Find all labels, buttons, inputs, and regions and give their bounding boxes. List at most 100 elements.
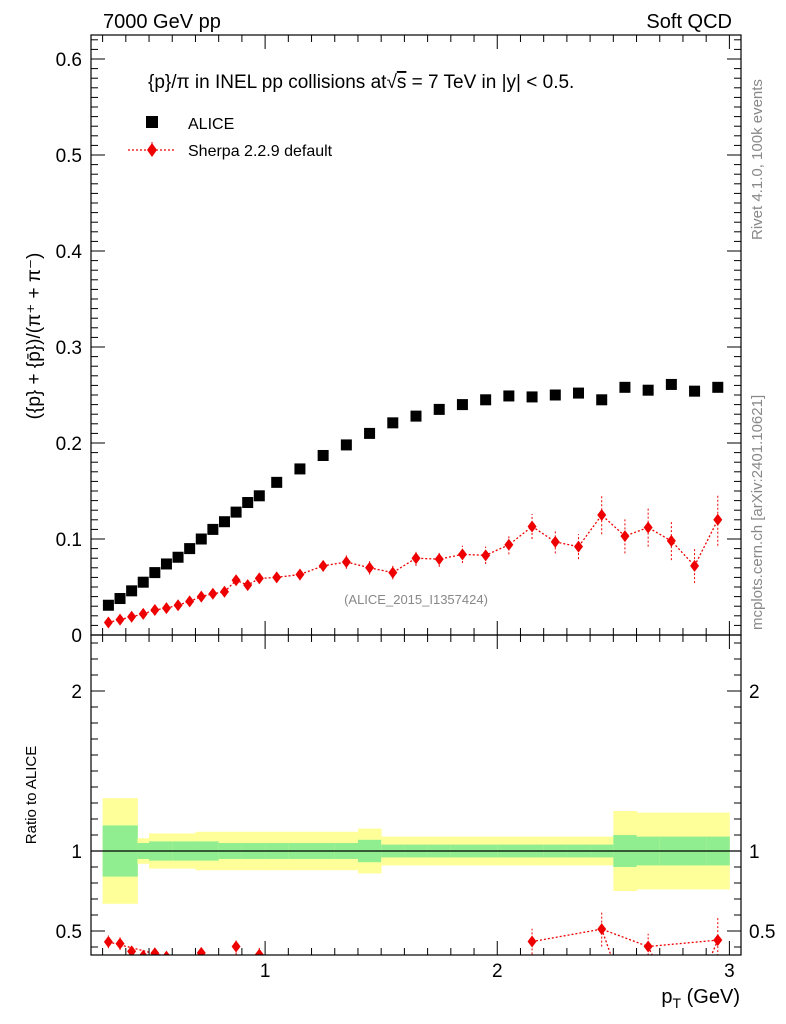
ratio-y-tick-label-left: 1 (71, 842, 82, 863)
legend-sherpa-marker (147, 143, 157, 157)
main-y-tick-label: 0.1 (56, 530, 82, 551)
sherpa-point (666, 534, 676, 547)
x-tick-label: 3 (724, 961, 735, 982)
sherpa-point (161, 602, 171, 615)
ratio-y-tick-label-right: 0.5 (749, 922, 775, 943)
ratio-y-tick-labels: 0.5 0.5 1 1 2 2 (56, 682, 776, 943)
ratio-axis-ticks (91, 635, 741, 955)
mcplots-label: mcplots.cern.ch [arXiv:2401.10621] (749, 395, 766, 630)
alice-point (433, 403, 445, 415)
legend: ALICE Sherpa 2.2.9 default (128, 116, 333, 160)
ratio-sherpa-line (531, 928, 718, 948)
sherpa-point (196, 590, 206, 603)
sherpa-point (597, 509, 607, 521)
ratio-sherpa-point (103, 935, 113, 948)
header-right-label: Soft QCD (646, 11, 732, 33)
sherpa-point (713, 513, 723, 526)
ratio-sherpa-point (127, 945, 137, 955)
sherpa-point (295, 568, 305, 581)
ratio-panel: 0.5 0.5 1 1 2 2 1 2 3 Ratio to ALICE pT (GeV) (23, 634, 776, 1011)
main-axis-ticks (91, 35, 741, 636)
alice-point (573, 387, 584, 399)
alice-point (230, 506, 242, 518)
ratio-y-tick-label-left: 0.5 (56, 922, 82, 943)
analysis-tag: (ALICE_2015_I1357424) (344, 592, 488, 607)
sherpa-point (219, 585, 229, 598)
alice-point (184, 543, 196, 555)
legend-alice-label: ALICE (188, 116, 234, 133)
x-axis-title-sub: T (673, 995, 682, 1011)
alice-point (712, 381, 724, 393)
ratio-frame (90, 634, 742, 956)
alice-point (172, 551, 184, 563)
ratio-sherpa-line-offscale (601, 928, 612, 955)
chart-title-sqrt: √ (386, 72, 397, 93)
sherpa-point (243, 579, 253, 592)
sherpa-point (127, 610, 137, 623)
sherpa-point (643, 521, 653, 534)
alice-point (410, 410, 422, 422)
sherpa-point (272, 571, 282, 584)
sherpa-point (115, 613, 125, 626)
sherpa-point (173, 599, 183, 612)
sherpa-point (103, 616, 113, 629)
ratio-sherpa-point (713, 934, 723, 947)
sherpa-line (108, 514, 719, 624)
chart-title: {p}/π in INEL pp collisions at√s = 7 TeV… (148, 72, 574, 93)
x-axis-title: pT (GeV) (661, 986, 740, 1011)
x-tick-label: 1 (260, 961, 271, 982)
alice-point (149, 567, 161, 579)
sherpa-point (481, 549, 491, 562)
alice-point (271, 476, 283, 488)
ratio-sherpa-point (231, 940, 241, 953)
legend-alice-marker (146, 116, 158, 128)
ratio-sherpa-series (103, 911, 723, 955)
sherpa-point (620, 530, 630, 543)
sherpa-point (550, 535, 560, 548)
sherpa-point (318, 559, 328, 572)
ratio-y-tick-label-left: 2 (71, 682, 82, 703)
ratio-sherpa-point (163, 950, 170, 955)
alice-point (317, 449, 329, 461)
sherpa-point (185, 595, 195, 608)
alice-series (102, 378, 724, 611)
header-left-label: 7000 GeV pp (103, 11, 221, 33)
alice-point (218, 516, 230, 528)
rivet-version-label: Rivet 4.1.0, 100k events (749, 79, 766, 240)
alice-point (642, 384, 654, 396)
chart-title-prefix: {p}/π in INEL pp collisions at (148, 72, 387, 93)
x-axis-title-unit: (GeV) (681, 986, 740, 1008)
alice-point (549, 389, 561, 401)
alice-point (207, 523, 219, 535)
sherpa-point (208, 587, 218, 600)
x-tick-label: 2 (492, 961, 503, 982)
sherpa-point (150, 604, 160, 617)
sherpa-point (527, 520, 537, 533)
ratio-sherpa-point (643, 940, 653, 953)
main-y-tick-label: 0 (71, 626, 82, 647)
alice-point (665, 378, 677, 390)
main-y-tick-label: 0.2 (56, 434, 82, 455)
ratio-y-tick-label-right: 2 (749, 682, 760, 703)
ratio-sherpa-point (115, 937, 125, 950)
alice-point (387, 417, 399, 429)
alice-point (114, 593, 126, 605)
alice-point (160, 558, 172, 570)
alice-point (689, 385, 701, 397)
sherpa-point (254, 572, 264, 585)
alice-point (596, 394, 608, 406)
legend-sherpa-label: Sherpa 2.2.9 default (188, 143, 333, 160)
ratio-sherpa-point (597, 923, 607, 936)
main-y-axis-title: ({p} + {p̄})/(π⁺ + π⁻) (24, 253, 45, 420)
alice-point (242, 497, 254, 509)
ratio-y-tick-label-right: 1 (749, 842, 760, 863)
x-axis-title-p: p (661, 986, 672, 1008)
chart-title-suffix: = 7 TeV in |y| < 0.5. (406, 72, 574, 93)
alice-point (340, 439, 352, 451)
ratio-sherpa-point (254, 948, 264, 955)
main-y-tick-label: 0.4 (56, 242, 83, 263)
sherpa-point (504, 538, 514, 551)
ratio-y-axis-title: Ratio to ALICE (23, 746, 40, 844)
ratio-sherpa-point (527, 935, 537, 948)
